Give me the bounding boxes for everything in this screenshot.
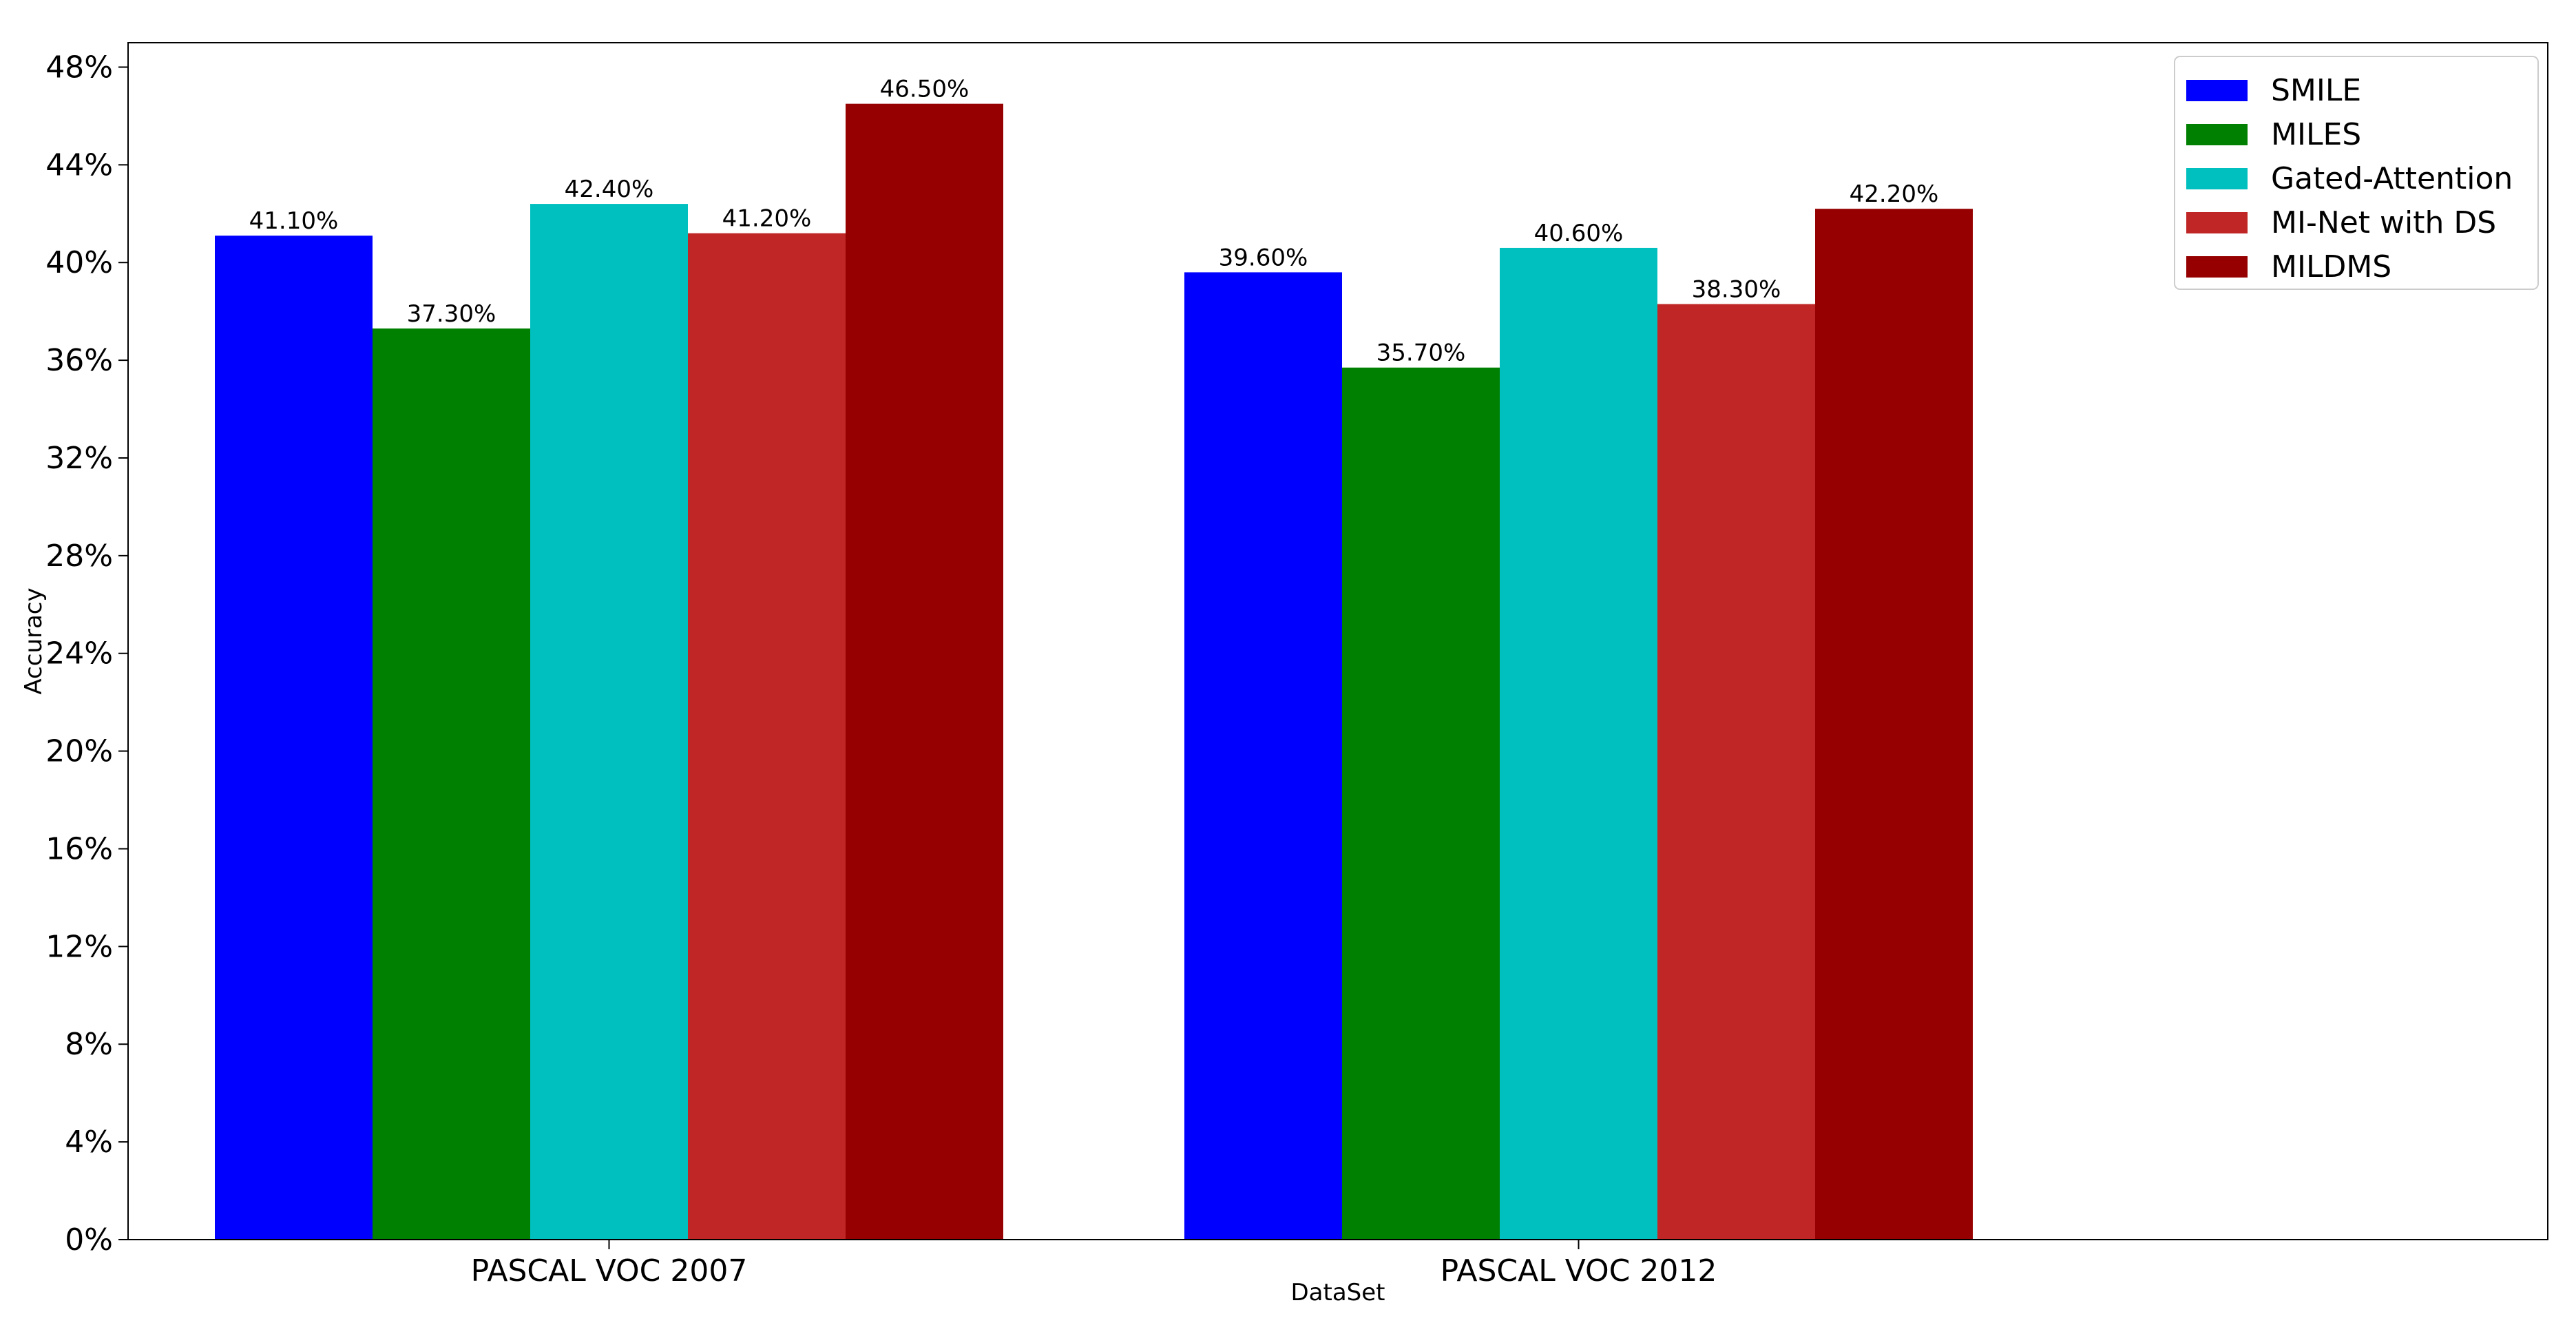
y-tick-label: 36% bbox=[45, 343, 113, 378]
bar-mildms-2 bbox=[1815, 209, 1973, 1240]
bar-smile-1 bbox=[215, 236, 373, 1240]
y-tick-label: 4% bbox=[65, 1125, 113, 1160]
legend-label: Gated-Attention bbox=[2271, 161, 2513, 196]
bar-smile-2 bbox=[1184, 272, 1342, 1240]
bar-value-label: 41.10% bbox=[249, 207, 339, 235]
bar-gated-attention-1 bbox=[530, 204, 688, 1240]
bar-mi-net-with-ds-1 bbox=[688, 233, 846, 1240]
bar-value-label: 46.50% bbox=[880, 76, 970, 103]
y-axis-title: Accuracy bbox=[20, 587, 48, 694]
bar-value-label: 35.70% bbox=[1376, 340, 1466, 367]
legend-label: MILES bbox=[2271, 117, 2361, 152]
legend-label: MILDMS bbox=[2271, 249, 2391, 284]
y-tick-label: 8% bbox=[65, 1027, 113, 1062]
bar-value-label: 39.60% bbox=[1219, 244, 1308, 271]
x-axis-title: DataSet bbox=[1290, 1279, 1385, 1306]
plot-frame bbox=[127, 42, 2548, 1240]
legend-box bbox=[2174, 56, 2539, 290]
legend: SMILE MILES Gated-Attention MI-Net with DS M… bbox=[2174, 56, 2539, 290]
y-tick-label: 20% bbox=[45, 734, 113, 769]
y-tick-label: 48% bbox=[45, 50, 113, 85]
axes-layer: 0% 4% 8% 12% 16% 20% 24% 28% 32% 36% 40% 44% 48% PASC… bbox=[20, 42, 2548, 1306]
bar-value-label: 42.20% bbox=[1850, 180, 1939, 208]
legend-label: MI-Net with DS bbox=[2271, 205, 2496, 240]
y-tick-label: 24% bbox=[45, 636, 113, 671]
legend-swatch bbox=[2186, 168, 2248, 189]
bar-value-label: 41.20% bbox=[722, 205, 812, 233]
bar-value-label: 42.40% bbox=[565, 176, 654, 203]
y-tick-label: 32% bbox=[45, 441, 113, 476]
bar-mi-net-with-ds-2 bbox=[1657, 304, 1815, 1240]
y-tick-label: 12% bbox=[45, 929, 113, 964]
bars-layer bbox=[215, 103, 1973, 1240]
bar-mildms-1 bbox=[846, 103, 1003, 1240]
y-tick-label: 40% bbox=[45, 245, 113, 280]
x-category-label: PASCAL VOC 2012 bbox=[1441, 1253, 1717, 1289]
y-tick-label: 0% bbox=[65, 1222, 113, 1258]
bar-value-label: 38.30% bbox=[1692, 276, 1781, 304]
x-category-label: PASCAL VOC 2007 bbox=[471, 1253, 748, 1289]
y-tick-label: 28% bbox=[45, 539, 113, 574]
legend-swatch bbox=[2186, 80, 2248, 101]
legend-swatch bbox=[2186, 124, 2248, 145]
bar-labels-layer: 41.10% 37.30% 42.40% 41.20% 46.50% 39.60% 35.7… bbox=[249, 76, 1939, 367]
bar-gated-attention-2 bbox=[1500, 247, 1657, 1240]
legend-label: SMILE bbox=[2271, 73, 2361, 108]
legend-swatch bbox=[2186, 256, 2248, 278]
bar-value-label: 37.30% bbox=[407, 300, 496, 328]
y-tick-label: 16% bbox=[45, 831, 113, 866]
legend-swatch bbox=[2186, 212, 2248, 233]
y-tick-label: 44% bbox=[45, 147, 113, 182]
bar-miles-1 bbox=[373, 328, 530, 1240]
bar-miles-2 bbox=[1342, 367, 1500, 1240]
bar-value-label: 40.60% bbox=[1534, 220, 1624, 247]
